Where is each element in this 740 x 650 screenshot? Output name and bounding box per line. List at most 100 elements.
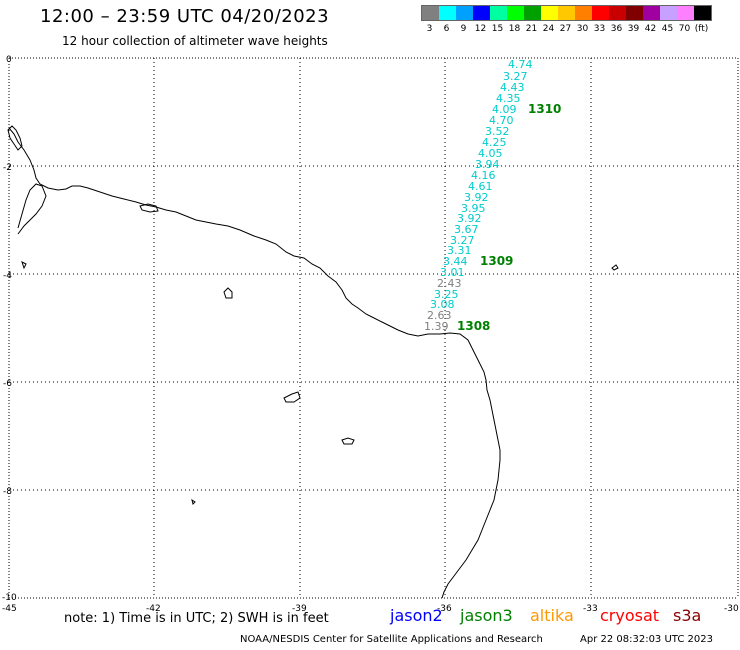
y-axis-label: -2: [3, 163, 12, 173]
wave-height-value: 4.25: [482, 136, 507, 149]
coastline: [7, 125, 619, 599]
wave-height-value: 3.67: [454, 223, 479, 236]
wave-height-value: 3.92: [464, 191, 489, 204]
footer-note: note: 1) Time is in UTC; 2) SWH is in fe…: [64, 611, 329, 626]
wave-height-value: 3.01: [440, 266, 465, 279]
legend-swatch: [524, 6, 541, 20]
wave-height-value: 3.95: [461, 202, 486, 215]
pass-number-label: 1310: [528, 102, 561, 116]
legend-swatch: [677, 6, 694, 20]
legend-swatch: [694, 6, 711, 20]
wave-height-value: 4.70: [489, 114, 514, 127]
legend-label: 39: [627, 24, 640, 34]
chart-title: 12:00 – 23:59 UTC 04/20/2023: [40, 6, 330, 27]
legend-swatch: [660, 6, 677, 20]
coastline-northwest-inlet: [17, 183, 47, 235]
wave-height-value: 3.94: [475, 158, 500, 171]
legend-swatch: [507, 6, 524, 20]
small-island: [21, 261, 27, 270]
x-axis-label: -39: [292, 604, 307, 614]
legend-label: 15: [491, 24, 504, 34]
wave-height-value: 2.43: [437, 277, 462, 290]
pass-number-label: 1309: [480, 254, 513, 268]
wave-height-value: 1.39: [424, 320, 449, 333]
legend-swatch: [626, 6, 643, 20]
graticule: [9, 58, 738, 598]
legend-label: 27: [559, 24, 572, 34]
pass-number-label: 1308: [457, 319, 490, 333]
wave-height-value: 4.09: [492, 103, 517, 116]
legend-swatch: [558, 6, 575, 20]
legend-swatch: [541, 6, 558, 20]
small-island: [341, 437, 355, 445]
coastline-mainland: [8, 127, 501, 599]
small-island: [283, 391, 301, 403]
legend-labels: 3 6 9 12 15 18 21 24 27 30 33 36 39 42 4…: [421, 24, 712, 34]
legend-label: 6: [443, 24, 450, 34]
small-island: [611, 264, 619, 271]
map-frame: [8, 57, 739, 599]
wave-height-color-legend: 3 6 9 12 15 18 21 24 27 30 33 36 39 42 4…: [421, 5, 712, 34]
coastline-northwest-island: [7, 125, 23, 151]
legend-label: 70: [678, 24, 691, 34]
y-axis-label: -8: [3, 487, 12, 497]
y-axis-label: -6: [3, 379, 12, 389]
legend-swatch: [456, 6, 473, 20]
legend-swatch: [490, 6, 507, 20]
y-axis-label: 0: [6, 55, 12, 65]
legend-swatch: [422, 6, 439, 20]
small-island: [223, 287, 233, 299]
y-axis-label: -10: [2, 593, 17, 603]
y-axis-label: -4: [3, 271, 12, 281]
x-axis-label: -30: [724, 604, 739, 614]
legend-label: 45: [661, 24, 674, 34]
altimeter-track: 4.74 3.27 4.43 4.35 4.09 4.70 3.52 4.25 …: [424, 58, 561, 333]
legend-swatch: [473, 6, 490, 20]
satellite-label-altika: altika: [530, 606, 574, 625]
satellite-label-jason3: jason3: [460, 606, 513, 625]
legend-label: 24: [542, 24, 555, 34]
wave-height-value: 3.25: [434, 288, 459, 301]
satellite-label-s3a: s3a: [673, 606, 702, 625]
wave-height-value: 4.61: [468, 180, 493, 193]
x-axis-labels: -45 -42 -39 -36 -33 -30: [2, 604, 739, 614]
legend-label: 3: [426, 24, 433, 34]
wave-height-value: 3.92: [457, 212, 482, 225]
legend-swatch: [575, 6, 592, 20]
legend-label: 12: [474, 24, 487, 34]
legend-swatch: [643, 6, 660, 20]
x-axis-label: -33: [583, 604, 598, 614]
small-island: [191, 498, 196, 505]
wave-height-value: 3.08: [430, 298, 455, 311]
legend-swatch: [439, 6, 456, 20]
satellite-label-cryosat: cryosat: [600, 606, 660, 625]
legend-swatch: [609, 6, 626, 20]
footer-credit: NOAA/NESDIS Center for Satellite Applica…: [240, 634, 543, 645]
legend-label: 30: [576, 24, 589, 34]
wave-height-value: 4.43: [500, 81, 525, 94]
wave-height-value: 3.52: [485, 125, 510, 138]
legend-label: (ft): [694, 24, 709, 34]
legend-label: 21: [525, 24, 538, 34]
y-axis-labels: 0 -2 -4 -6 -8 -10: [2, 55, 17, 603]
legend-label: 42: [644, 24, 657, 34]
wave-height-value: 4.16: [471, 169, 496, 182]
satellite-label-jason2: jason2: [390, 606, 443, 625]
wave-height-value: 3.31: [447, 244, 472, 257]
legend-label: 18: [508, 24, 521, 34]
wave-height-value: 2.63: [427, 309, 452, 322]
chart-subtitle: 12 hour collection of altimeter wave hei…: [62, 34, 328, 48]
legend-label: 9: [460, 24, 467, 34]
footer-timestamp: Apr 22 08:32:03 UTC 2023: [580, 634, 713, 645]
legend-swatch: [592, 6, 609, 20]
small-island: [139, 203, 159, 213]
wave-height-value: 3.27: [450, 234, 475, 247]
x-axis-label: -42: [146, 604, 161, 614]
legend-label: 33: [593, 24, 606, 34]
legend-label: 36: [610, 24, 623, 34]
wave-height-value: 4.05: [478, 147, 503, 160]
wave-height-value: 3.44: [443, 255, 468, 268]
wave-height-value: 3.27: [503, 70, 528, 83]
wave-height-value: 4.74: [508, 58, 533, 71]
wave-height-value: 4.35: [496, 92, 521, 105]
